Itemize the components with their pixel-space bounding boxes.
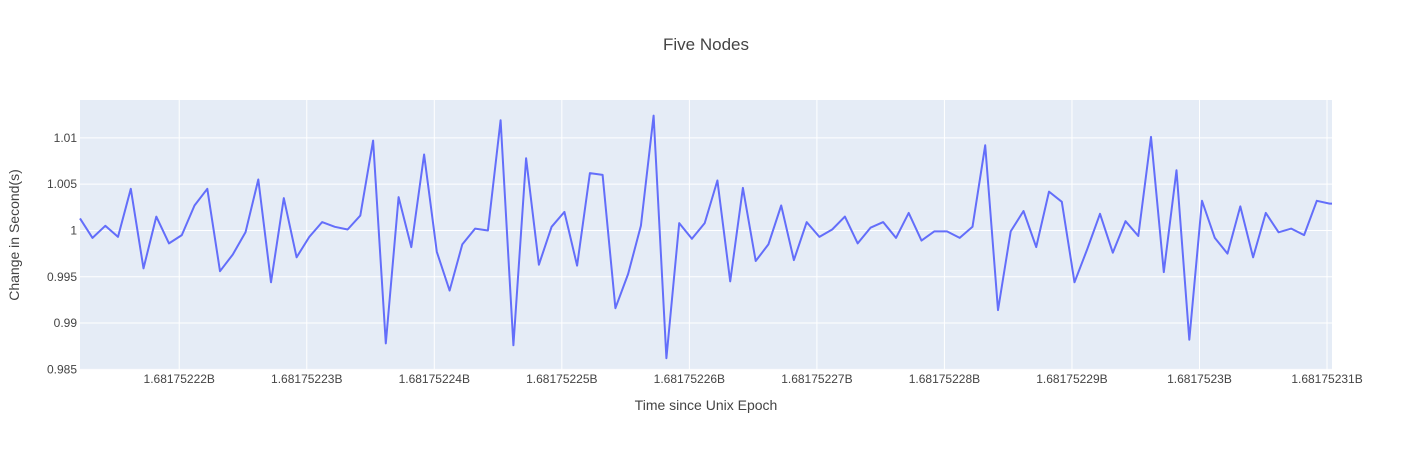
y-axis-title: Change in Second(s) <box>6 169 22 301</box>
y-axis-ticks: 0.985 0.99 0.995 1 1.005 1.01 <box>47 131 77 376</box>
x-tick-label: 1.68175231B <box>1291 372 1362 386</box>
x-axis-title: Time since Unix Epoch <box>635 397 778 413</box>
x-tick-label: 1.68175229B <box>1036 372 1107 386</box>
x-tick-label: 1.68175224B <box>399 372 470 386</box>
y-tick-label: 1.005 <box>47 177 77 191</box>
y-tick-label: 0.99 <box>54 316 78 330</box>
y-tick-label: 0.985 <box>47 362 77 376</box>
x-tick-label: 1.68175226B <box>654 372 725 386</box>
x-axis-ticks: 1.68175222B 1.68175223B 1.68175224B 1.68175… <box>144 372 1363 386</box>
y-tick-label: 1.01 <box>54 131 78 145</box>
plot-area <box>80 100 1332 370</box>
series-line <box>79 114 1332 360</box>
x-tick-label: 1.68175223B <box>271 372 342 386</box>
x-tick-label: 1.6817523B <box>1167 372 1232 386</box>
y-tick-label: 1 <box>70 223 77 237</box>
x-tick-label: 1.68175225B <box>526 372 597 386</box>
chart-title: Five Nodes <box>663 35 749 54</box>
y-tick-label: 0.995 <box>47 270 77 284</box>
y-gridlines <box>80 137 1332 370</box>
x-tick-label: 1.68175222B <box>144 372 215 386</box>
x-tick-label: 1.68175228B <box>909 372 980 386</box>
x-tick-label: 1.68175227B <box>781 372 852 386</box>
